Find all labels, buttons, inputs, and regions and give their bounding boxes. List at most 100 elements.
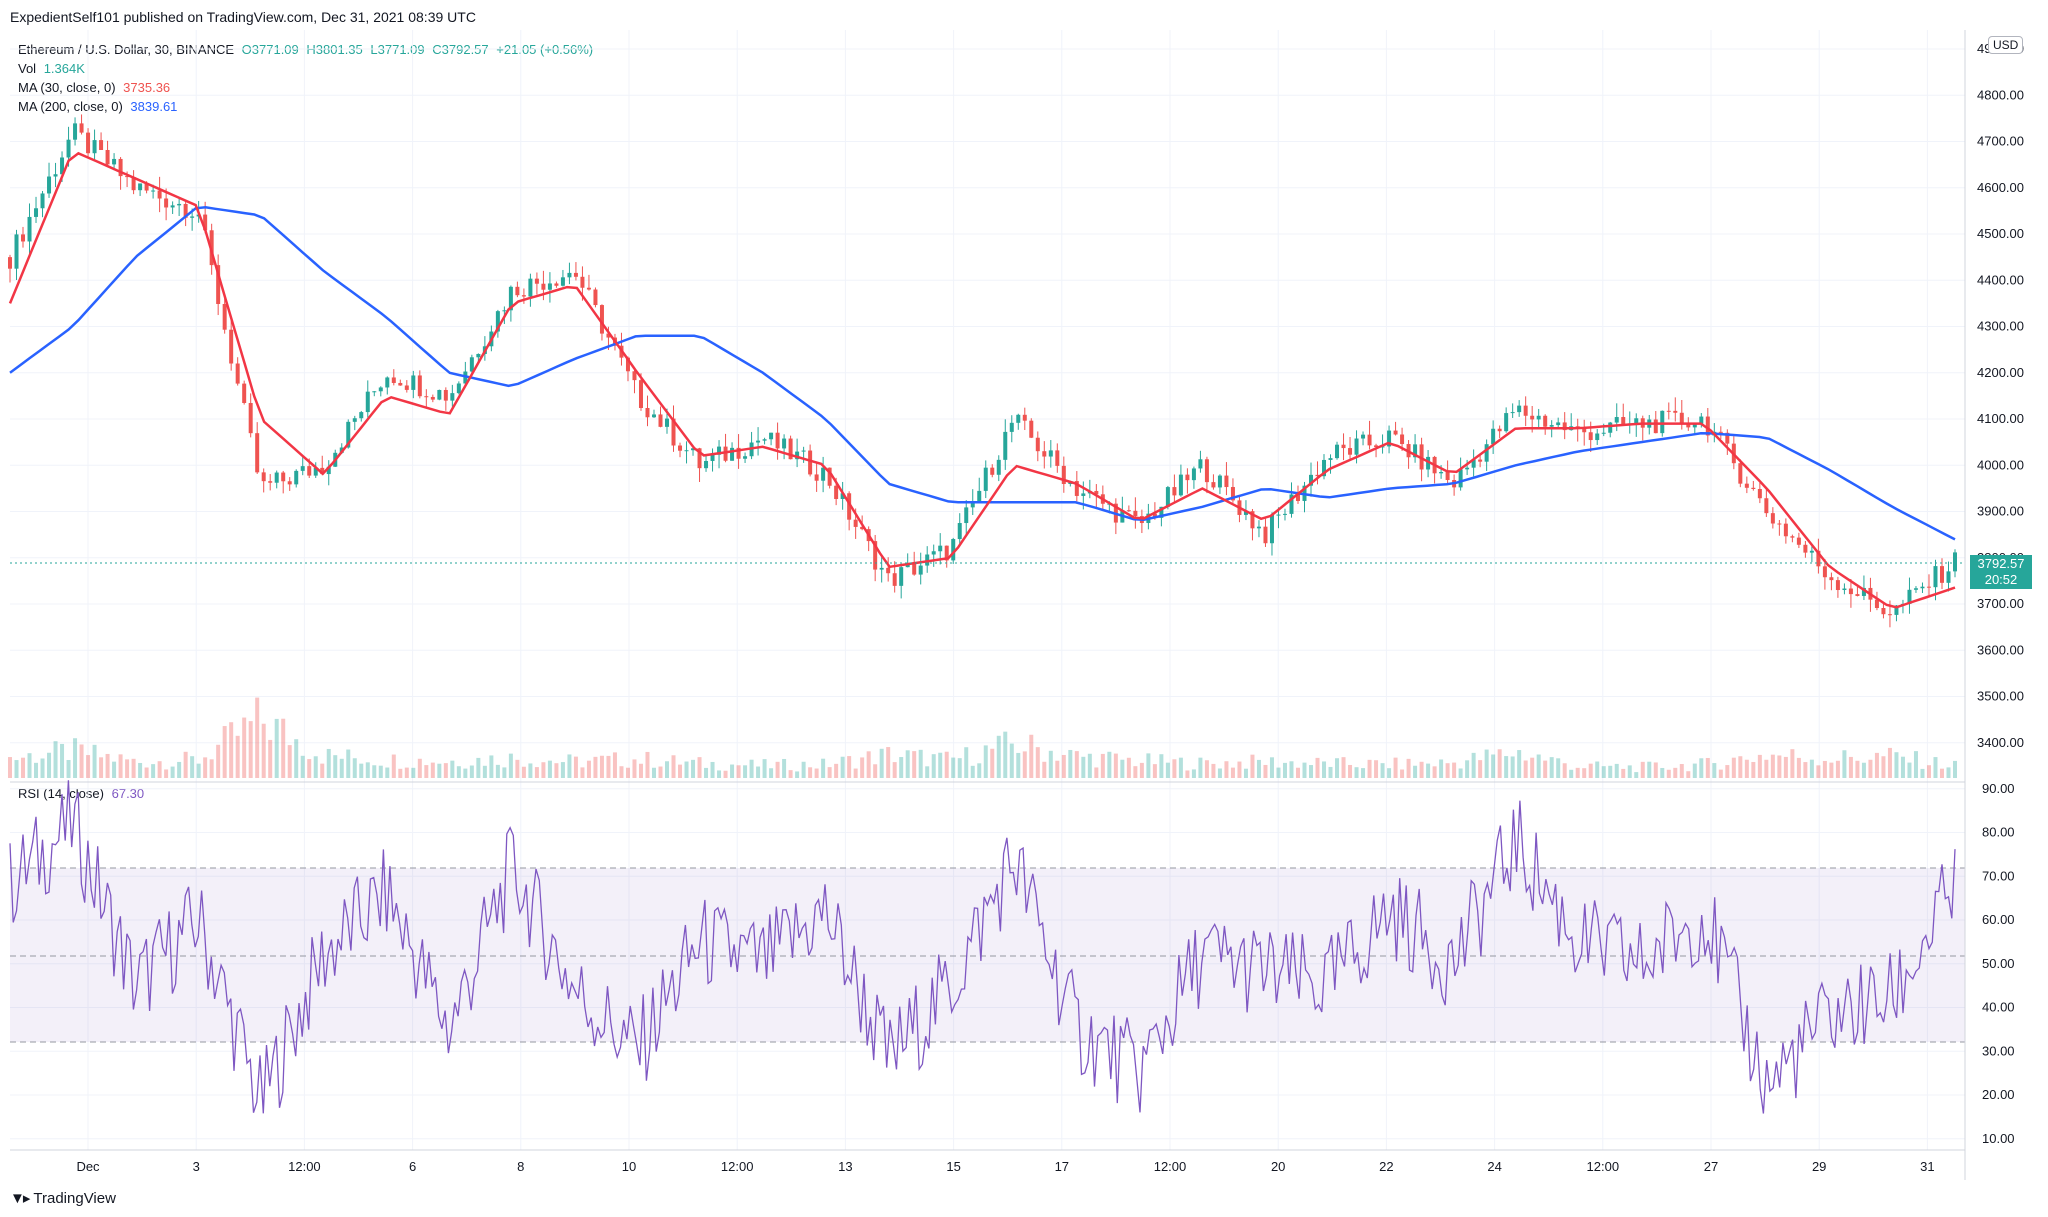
candle-body [1562,422,1567,431]
volume-bar [1855,760,1860,778]
candle-body [378,387,383,392]
candle-body [1588,432,1593,441]
vol-legend-row[interactable]: Vol 1.364K [18,59,593,78]
volume-bar [1705,757,1710,778]
volume-bar [339,758,344,778]
candle-body [216,265,221,304]
candle-body [411,375,416,390]
volume-bar [1543,760,1548,778]
volume-bar [489,755,494,778]
volume-bar [1575,767,1580,778]
candle-body [1595,433,1600,441]
candle-body [495,311,500,332]
volume-bar [1035,747,1040,778]
volume-bar [307,759,312,778]
volume-bar [1341,757,1346,778]
candle-body [762,439,767,441]
candle-body [775,432,780,449]
volume-bar [385,767,390,778]
time-axis[interactable]: Dec 3 12:00 6 8 10 12:00 13 15 17 12:00 20 22 24 12:00… [76,1159,1934,1174]
volume-bar [1478,760,1483,778]
candle-body [840,493,845,500]
candle-body [599,305,604,334]
volume-bar [1269,757,1274,778]
volume-bar [1686,771,1691,778]
vol-value: 1.364K [43,61,85,76]
candle-body [1608,422,1613,433]
candle-body [1081,493,1086,496]
volume-bar [743,765,748,778]
candle-body [1035,437,1040,452]
candle-body [1816,550,1821,567]
volume-bar [1796,757,1801,778]
rsi-axis[interactable]: 90.00 80.00 70.00 60.00 50.00 40.00 30.00 20.00… [1982,781,2015,1146]
volume-bar [502,767,507,778]
vol-label: Vol [18,61,37,76]
candle-body [359,412,364,419]
volume-bar [391,754,396,778]
volume-bar [1458,768,1463,778]
volume-bar [1374,760,1379,778]
candle-body [1322,459,1327,477]
candle-body [1282,513,1287,515]
candle-body [1152,513,1157,518]
candle-body [1230,487,1235,501]
candle-body [430,396,435,400]
publisher-line: ExpedientSelf101 published on TradingVie… [10,9,476,25]
volume-bar [977,763,982,778]
ma200-legend-row[interactable]: MA (200, close, 0) 3839.61 [18,97,593,116]
candle-body [678,445,683,451]
time-tick-label: 10 [622,1159,636,1174]
candle-body [560,277,565,286]
candle-body [456,383,461,394]
candle-body [1484,444,1489,462]
volume-bar [1413,765,1418,778]
volume-bar [996,735,1001,778]
price-axis[interactable]: 4900.004800.004700.004600.004500.004400.… [1977,41,2024,750]
volume-bar [892,762,897,778]
candle-body [1738,463,1743,484]
tradingview-brand[interactable]: ▼▸ TradingView [10,1189,116,1208]
volume-bar [1029,734,1034,778]
volume-bar [1263,764,1268,778]
volume-bar [782,758,787,778]
tradingview-logo-icon: ▼▸ [10,1190,30,1207]
ma30-legend-row[interactable]: MA (30, close, 0) 3735.36 [18,78,593,97]
candle-body [365,391,370,413]
rsi-legend[interactable]: RSI (14, close) 67.30 [18,786,144,801]
volume-bar [170,766,175,778]
volume-bar [476,757,481,778]
time-tick-label: 20 [1271,1159,1285,1174]
candle-body [313,467,318,476]
volume-bar [1432,766,1437,778]
candle-body [125,176,130,178]
price-tick-label: 4400.00 [1977,272,2024,287]
volume-bar [398,768,403,778]
rsi-tick-label: 60.00 [1982,912,2015,927]
candle-body [60,157,65,175]
candle-body [1783,523,1788,537]
candle-body [1003,431,1008,460]
candle-body [300,466,305,471]
candle-body [756,440,761,443]
price-tick-label: 3400.00 [1977,735,2024,750]
candle-body [1556,422,1561,426]
candle-body [1679,412,1684,424]
volume-bar [1100,753,1105,778]
time-tick-label: 6 [409,1159,416,1174]
currency-badge[interactable]: USD [1988,36,2024,54]
candle-body [977,490,982,502]
volume-bar [632,759,637,778]
candle-body [476,353,481,358]
candle-body [1159,506,1164,518]
candle-body [1725,432,1730,444]
candle-body [1217,475,1222,488]
volume-bar [853,768,858,778]
candle-body [118,158,123,177]
rsi-value: 67.30 [111,786,145,801]
candle-body [1543,415,1548,427]
volume-bar [183,751,188,778]
candle-body [658,414,663,427]
volume-bar [1178,757,1183,778]
